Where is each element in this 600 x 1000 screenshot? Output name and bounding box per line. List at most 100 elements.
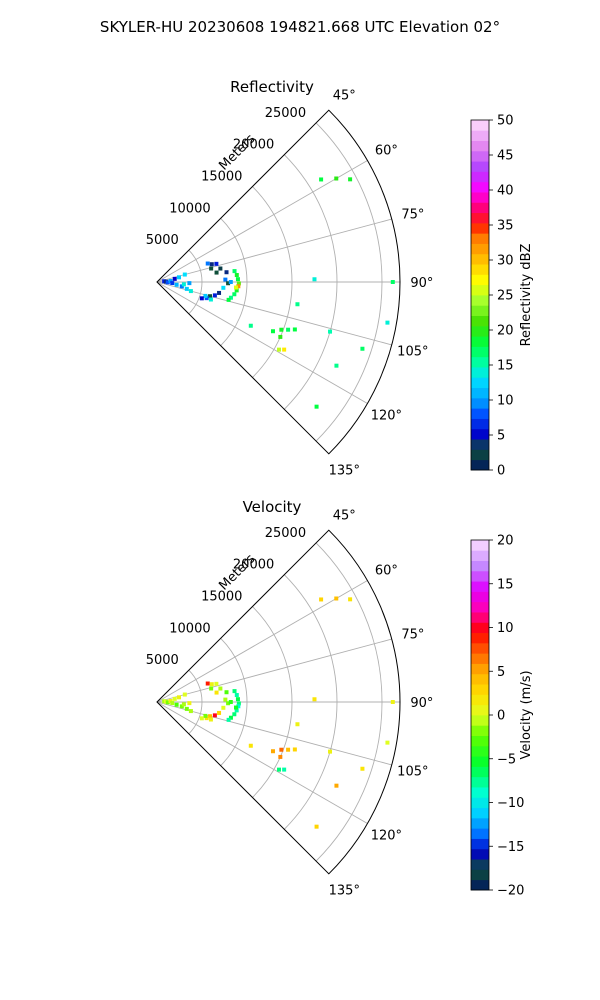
data-point [223, 277, 228, 282]
data-point [188, 709, 193, 714]
data-point [226, 297, 231, 302]
data-point [224, 270, 229, 275]
data-point [199, 716, 204, 721]
colorbar-segment [471, 653, 489, 664]
colorbar-tick-label: 5 [497, 665, 505, 680]
colorbar-segment [471, 715, 489, 726]
colorbar-tick-label: 50 [497, 114, 514, 129]
data-point [236, 284, 241, 289]
data-point [234, 288, 239, 293]
velocity-panel: Velocity 45° 60° 75° 90° 105° 120° 135° 5000 1000… [146, 498, 534, 899]
data-point [203, 713, 208, 718]
panel-title: Reflectivity [230, 78, 314, 96]
colorbar-tick-label: −5 [497, 752, 516, 767]
data-point [226, 701, 231, 706]
data-point [208, 294, 213, 299]
data-point [224, 690, 229, 695]
colorbar-segment [471, 807, 489, 819]
colorbar-label: Reflectivity dBZ [519, 244, 534, 347]
range-tick-label: 5000 [146, 653, 179, 668]
range-tick-label: 25000 [265, 526, 306, 541]
colorbar-tick-label: 20 [497, 324, 514, 339]
colorbar-segment [471, 570, 489, 582]
data-point [334, 596, 339, 601]
colorbar-segment [471, 171, 489, 183]
data-point [235, 277, 240, 282]
data-point [348, 597, 353, 602]
azimuth-tick-label: 105° [397, 765, 428, 780]
data-point [312, 277, 317, 282]
colorbar-segment [471, 642, 489, 654]
azimuth-tick-label: 135° [329, 463, 360, 478]
colorbar-segment [471, 766, 489, 778]
data-point [203, 293, 208, 298]
colorbar-segment [471, 817, 489, 829]
data-point [212, 713, 217, 718]
data-point [165, 700, 170, 705]
colorbar-segment [471, 161, 489, 172]
colorbar-segment [471, 140, 489, 152]
data-point [205, 261, 210, 266]
data-point [184, 706, 189, 711]
data-point [279, 327, 284, 332]
data-point [234, 708, 239, 713]
data-point [286, 327, 291, 332]
colorbar-segment [471, 540, 489, 551]
colorbar-tick-label: 15 [497, 577, 514, 592]
azimuth-tick-label: 75° [401, 207, 424, 222]
colorbar-segment [471, 346, 489, 358]
colorbar-tick-label: 15 [497, 359, 514, 374]
data-point [221, 285, 226, 290]
colorbar-segment [471, 367, 489, 378]
data-point [292, 327, 297, 332]
data-point [234, 705, 239, 710]
colorbar-segment [471, 725, 489, 736]
reflectivity-panel: Reflectivity45°60°75°90°105°120°135°5000… [146, 78, 534, 479]
data-point [170, 281, 175, 286]
colorbar-tick-label: 35 [497, 219, 514, 234]
colorbar-segment [471, 550, 489, 561]
colorbar-segment [471, 560, 489, 572]
data-point [172, 276, 177, 281]
data-point [177, 275, 182, 280]
azimuth-tick-label: 75° [401, 627, 424, 642]
data-point [168, 699, 173, 704]
colorbar-segment [471, 295, 489, 306]
azimuth-spoke-105 [156, 701, 392, 766]
data-point [199, 296, 204, 301]
data-point [232, 269, 237, 274]
data-point [228, 715, 233, 720]
data-point [270, 749, 275, 754]
data-point [209, 686, 214, 691]
data-point [214, 270, 219, 275]
data-point [177, 695, 182, 700]
data-point [236, 281, 241, 286]
data-point [226, 717, 231, 722]
azimuth-spoke-120 [156, 281, 368, 404]
data-point [286, 747, 291, 752]
data-point [188, 289, 193, 294]
data-point [209, 266, 214, 271]
colorbar-segment [471, 694, 489, 706]
data-point [172, 696, 177, 701]
range-tick-label: 25000 [265, 106, 306, 121]
data-point [319, 597, 324, 602]
data-point [328, 749, 333, 754]
colorbar-segment [471, 622, 489, 634]
colorbar-segment [471, 284, 489, 296]
azimuth-tick-label: 90° [410, 696, 433, 711]
data-point [270, 329, 275, 334]
azimuth-spoke-75 [156, 638, 392, 703]
data-point [221, 705, 226, 710]
data-point [179, 284, 184, 289]
data-point [334, 363, 339, 368]
data-point [312, 697, 317, 702]
data-point [292, 747, 297, 752]
data-point [182, 272, 187, 277]
azimuth-tick-label: 45° [333, 89, 356, 104]
azimuth-spoke-60 [156, 160, 368, 283]
colorbar: 0 5 10 15 20 25 30 35 40 45 50 Reflectivity dBZ [470, 114, 534, 479]
colorbar-segment [471, 397, 489, 409]
colorbar-segment [471, 315, 489, 327]
